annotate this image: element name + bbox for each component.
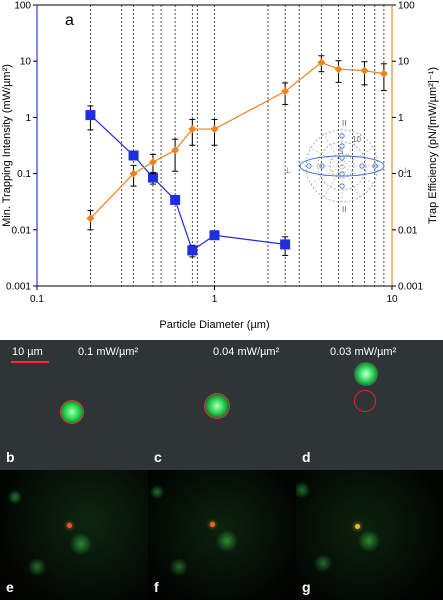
panel-label-f: f [154, 579, 159, 595]
y-tick-label-right: 100 [398, 1, 415, 12]
series-trap-efficiency [86, 55, 388, 231]
micrograph-e: e [0, 470, 148, 600]
inset-point [339, 155, 345, 161]
y-tick-label-left: 1 [25, 113, 31, 124]
inset-label: ⊥ [284, 166, 291, 175]
trapped-particle-f [210, 522, 215, 527]
panel-label-a: a [65, 12, 74, 29]
panel-label-e: e [6, 579, 14, 595]
y-tick-label-right: 0.1 [398, 169, 412, 180]
x-tick-label: 1 [212, 294, 218, 305]
panel-label-b: b [6, 449, 15, 465]
axis-labels: a Particle Diameter (µm) Min. Trapping Int… [1, 12, 439, 331]
x-axis-label: Particle Diameter (µm) [159, 319, 269, 331]
y-tick-label-left: 0.1 [17, 169, 31, 180]
escaping-bead-d [354, 362, 378, 386]
free-bead [358, 530, 380, 552]
inset-point [306, 163, 312, 169]
y-tick-label-left: 100 [14, 1, 31, 12]
series-line [90, 61, 384, 219]
inset-point [339, 143, 345, 149]
free-bead [28, 558, 46, 576]
micrograph-b: 10 µm 0.1 mW/µm² b [0, 340, 148, 470]
trapped-particle-g [355, 524, 360, 529]
data-point [187, 245, 198, 256]
y-tick-label-right: 10 [398, 57, 410, 68]
data-point [317, 58, 326, 67]
x-tick-label: 0.1 [30, 294, 44, 305]
micrograph-c: 0.04 mW/µm² c [148, 340, 296, 470]
panel-label-c: c [154, 449, 162, 465]
free-bead [170, 558, 188, 576]
micrograph-d: 0.03 mW/µm² d [296, 340, 443, 470]
inset-point [339, 183, 345, 189]
data-point [170, 194, 181, 205]
trapped-bead-b [61, 401, 83, 423]
inset-point [319, 163, 325, 169]
inset-point [359, 163, 365, 169]
inset-point [372, 163, 378, 169]
data-point [129, 169, 138, 178]
data-point [210, 125, 219, 134]
data-point [147, 172, 158, 183]
inset-polar-diagram: 10 5 II II ⊥ ⊥ [284, 119, 409, 214]
trapped-particle-e [67, 523, 72, 528]
data-point [188, 125, 197, 134]
free-bead [216, 530, 238, 552]
data-point [128, 150, 139, 161]
data-point [379, 69, 388, 78]
free-bead [8, 490, 22, 504]
y-tick-label-left: 0.001 [6, 282, 31, 293]
data-series [85, 55, 388, 258]
data-point [360, 66, 369, 75]
data-point [334, 65, 343, 74]
x-tick-label: 10 [386, 294, 398, 305]
free-bead [150, 485, 164, 499]
trap-position-ring [354, 390, 376, 412]
free-bead [314, 554, 332, 572]
series-min-trapping-intensity [85, 105, 291, 258]
y-tick-label-right: 0.001 [398, 282, 423, 293]
y-tick-label-right: 1 [398, 113, 404, 124]
data-point [171, 146, 180, 155]
intensity-label-c: 0.04 mW/µm² [213, 346, 280, 358]
inset-point [339, 171, 345, 177]
free-bead [296, 482, 310, 498]
inset-label: 5 [339, 147, 344, 156]
data-point [280, 239, 291, 250]
panel-label-g: g [302, 579, 311, 595]
data-point [209, 230, 220, 241]
y-axis-label-left: Min. Trapping Intensity (mW/µm²) [1, 64, 13, 227]
panel-label-d: d [302, 449, 311, 465]
scale-bar [11, 361, 49, 363]
y-tick-label-left: 0.01 [12, 225, 32, 236]
data-point [148, 158, 157, 167]
micrograph-g: g [296, 470, 443, 600]
intensity-label-d: 0.03 mW/µm² [330, 346, 397, 358]
inset-label: II [342, 119, 346, 128]
inset-point [339, 133, 345, 139]
data-point [85, 110, 96, 121]
y-tick-label-right: 0.01 [398, 225, 418, 236]
intensity-label-b: 0.1 mW/µm² [78, 346, 139, 358]
inset-label: ⊥ [402, 166, 409, 175]
y-axis-label-right: Trap Efficiency (pN/[mW/µm²]⁻¹) [427, 67, 439, 224]
y-tick-label-left: 10 [20, 57, 32, 68]
data-point [86, 214, 95, 223]
inset-spoke [308, 146, 376, 186]
trapped-bead-c [205, 394, 229, 418]
scale-bar-label: 10 µm [12, 346, 43, 358]
micrograph-f: f [148, 470, 296, 600]
inset-label: 10 [352, 135, 361, 144]
data-point [281, 87, 290, 96]
free-bead [70, 533, 92, 555]
inset-label: II [342, 205, 346, 214]
